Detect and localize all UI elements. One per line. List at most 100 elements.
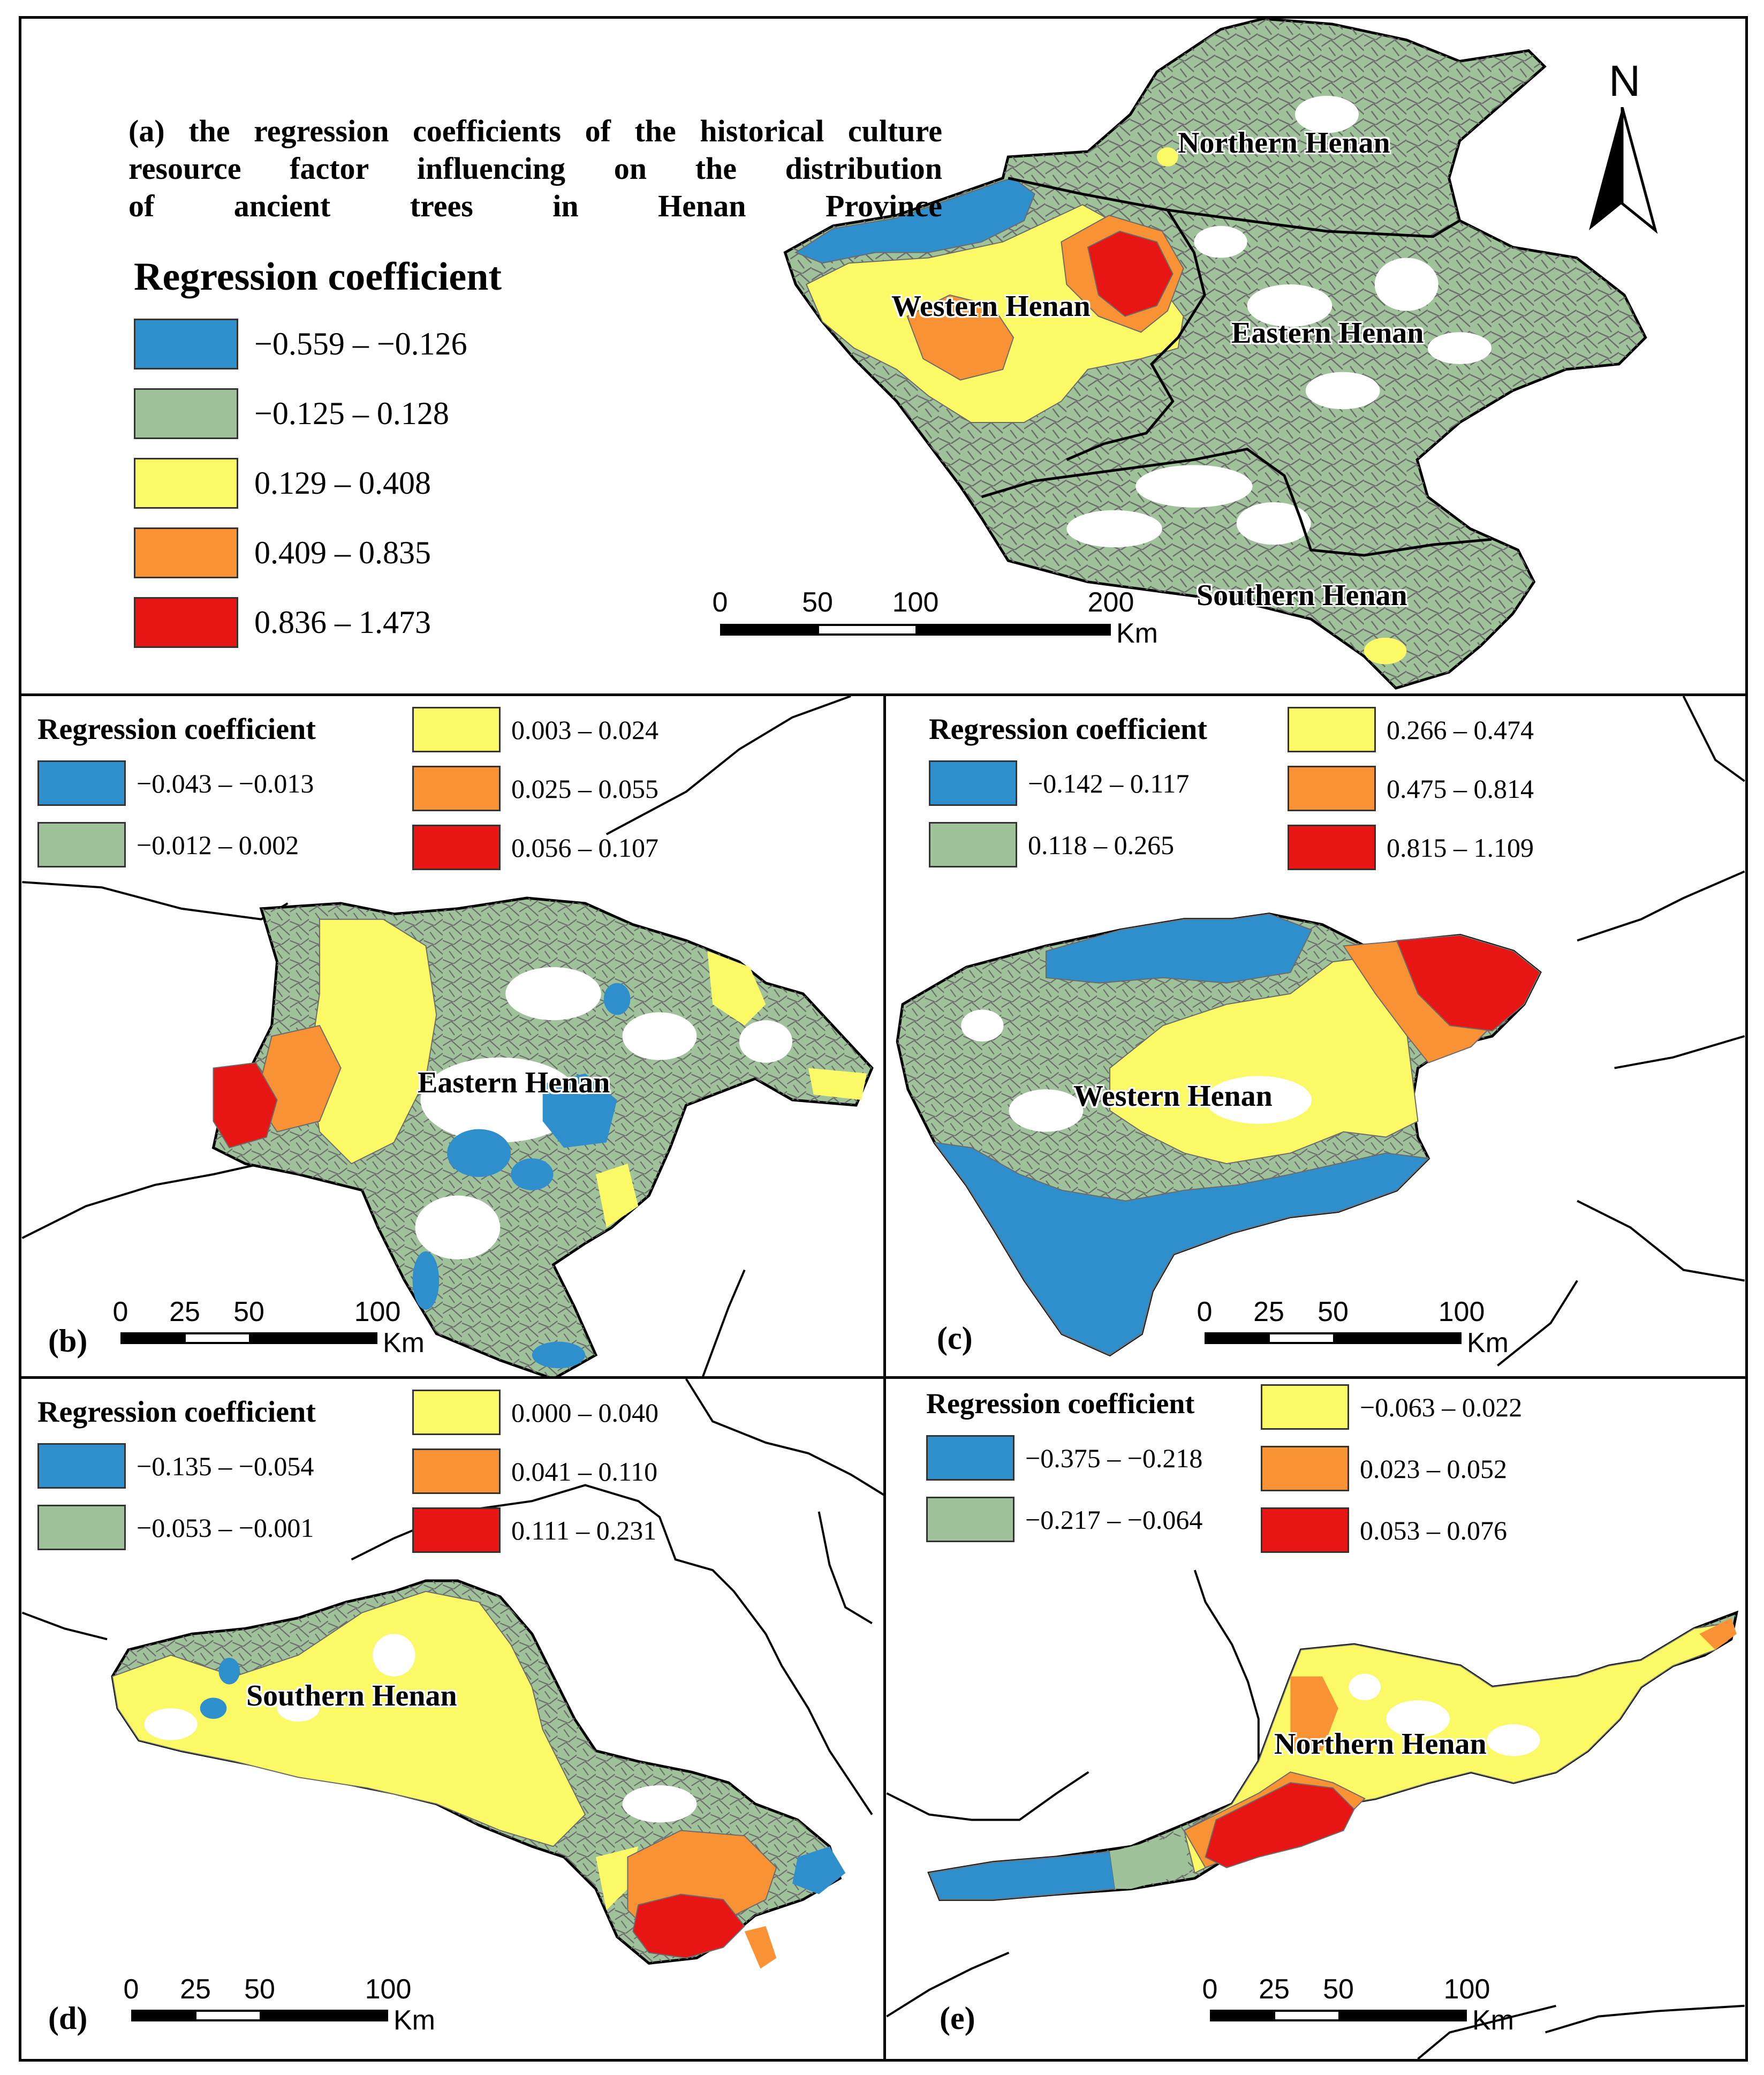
- area-red: [1205, 1782, 1355, 1868]
- area-yellow: [111, 1590, 586, 1847]
- context-boundaries: [21, 1379, 886, 1815]
- north-letter: N: [1609, 57, 1641, 105]
- region-boundaries: [981, 177, 1492, 557]
- scale-tick: 25: [180, 1974, 211, 2005]
- north-arrow: N: [1579, 56, 1665, 238]
- legend-item: 0.836 – 1.473: [134, 597, 431, 648]
- scale-unit: Km: [1116, 618, 1158, 649]
- legend-swatch-green: [37, 1505, 126, 1550]
- scale-tick: 25: [169, 1296, 200, 1327]
- scale-tick: 50: [1318, 1296, 1349, 1327]
- area-blue: [1045, 913, 1313, 984]
- panel-c-legend: Regression coefficient −0.142 – 0.117 0.…: [929, 707, 1625, 873]
- scale-unit: Km: [1472, 2005, 1514, 2036]
- legend-swatch-orange: [412, 1448, 501, 1494]
- legend-swatch-green: [926, 1497, 1015, 1542]
- legend-swatch-red: [1288, 825, 1376, 870]
- region-label-western: Western Henan: [891, 290, 1091, 323]
- legend-swatch-orange: [134, 527, 238, 578]
- scale-tick: 50: [1323, 1974, 1354, 2005]
- scale-bar-graphic: [120, 1332, 377, 1344]
- legend-item: −0.063 – 0.022: [1261, 1384, 1522, 1430]
- legend-item: 0.129 – 0.408: [134, 458, 431, 509]
- panel-b-map: [21, 696, 874, 1379]
- legend-swatch-yellow: [134, 458, 238, 509]
- panel-a-title: (a) the regression coefficients of the h…: [128, 112, 942, 225]
- legend-swatch-yellow: [1288, 707, 1376, 752]
- legend-item: 0.056 – 0.107: [412, 825, 658, 870]
- legend-swatch-red: [1261, 1507, 1349, 1553]
- legend-item: 0.409 – 0.835: [134, 527, 431, 578]
- region-label: Eastern Henan: [418, 1066, 610, 1099]
- region-label: Southern Henan: [246, 1679, 457, 1712]
- scale-bar-a: 0 50 100 200 Km: [701, 586, 1172, 667]
- legend-item: −0.043 – −0.013: [37, 760, 314, 806]
- legend-swatch-blue: [37, 1443, 126, 1489]
- panel-d-legend: Regression coefficient −0.135 – −0.054 −…: [37, 1390, 733, 1556]
- scale-tick: 100: [354, 1296, 401, 1327]
- legend-item: −0.142 – 0.117: [929, 760, 1189, 806]
- panel-letter: (d): [48, 2001, 88, 2036]
- panel-letter: (e): [940, 2001, 975, 2036]
- legend-item: −0.375 – −0.218: [926, 1435, 1202, 1481]
- scale-bar-d: 0 25 50 100 Km: [112, 1973, 476, 2054]
- panel-b: Regression coefficient −0.043 – −0.013 −…: [19, 693, 889, 1382]
- panel-d-map: [21, 1379, 886, 1969]
- legend-swatch-green: [134, 388, 238, 439]
- legend-title: Regression coefficient: [37, 713, 316, 746]
- scale-tick: 0: [123, 1974, 139, 2005]
- legend-item: 0.053 – 0.076: [1261, 1507, 1507, 1553]
- scale-tick: 0: [1202, 1974, 1218, 2005]
- legend-swatch-green: [37, 822, 126, 867]
- scale-tick: 0: [712, 587, 728, 618]
- scale-tick: 0: [1197, 1296, 1213, 1327]
- area-blue: [794, 177, 1035, 264]
- legend-swatch-blue: [134, 319, 238, 369]
- panel-a-legend: Regression coefficient −0.559 – −0.126 −…: [134, 254, 616, 672]
- scale-tick: 25: [1259, 1974, 1290, 2005]
- legend-item: 0.003 – 0.024: [412, 707, 658, 752]
- legend-swatch-orange: [1261, 1446, 1349, 1491]
- legend-item: −0.053 – −0.001: [37, 1505, 314, 1550]
- area-red: [1396, 934, 1541, 1032]
- legend-swatch-blue: [929, 760, 1017, 806]
- panel-e-map: [886, 1570, 1745, 2059]
- scale-tick: 200: [1087, 587, 1134, 618]
- legend-swatch-yellow: [412, 707, 501, 752]
- north-arrow-icon: [1589, 107, 1658, 234]
- scale-bar-graphic: [1205, 1332, 1462, 1344]
- no-data-areas: [373, 954, 793, 1259]
- legend-item: 0.815 – 1.109: [1288, 825, 1534, 870]
- panel-d: Regression coefficient −0.135 – −0.054 −…: [19, 1376, 889, 2062]
- legend-item: 0.118 – 0.265: [929, 822, 1174, 867]
- no-data-areas: [1066, 95, 1492, 548]
- scale-tick: 50: [233, 1296, 264, 1327]
- legend-item: −0.217 – −0.064: [926, 1497, 1202, 1542]
- panel-e: Regression coefficient −0.375 – −0.218 −…: [883, 1376, 1748, 2062]
- panel-c-map: [896, 696, 1745, 1367]
- legend-item: 0.475 – 0.814: [1288, 766, 1534, 811]
- scale-bar-graphic: [131, 2010, 388, 2021]
- scale-unit: Km: [1467, 1327, 1509, 1359]
- panel-a-map: [783, 19, 1647, 690]
- area-red: [632, 1893, 746, 1959]
- legend-swatch-blue: [37, 760, 126, 806]
- no-data-areas: [961, 1009, 1312, 1132]
- title-line-1: (a) the regression coefficients of the h…: [128, 114, 942, 148]
- no-data-areas: [144, 1634, 697, 1823]
- area-blue: [412, 983, 631, 1369]
- region-label-eastern: Eastern Henan: [1231, 316, 1424, 350]
- scale-tick: 50: [244, 1974, 275, 2005]
- legend-swatch-yellow: [412, 1390, 501, 1435]
- area-blue: [200, 1657, 846, 1895]
- legend-title: Regression coefficient: [929, 713, 1207, 746]
- panel-e-legend: Regression coefficient −0.375 – −0.218 −…: [926, 1384, 1622, 1558]
- legend-title: Regression coefficient: [134, 255, 502, 299]
- legend-item: 0.025 – 0.055: [412, 766, 658, 811]
- context-boundaries: [1497, 696, 1745, 1367]
- legend-swatch-red: [412, 825, 501, 870]
- legend-swatch-green: [929, 822, 1017, 867]
- scale-bar-graphic: [1210, 2010, 1467, 2021]
- scale-tick: 0: [112, 1296, 128, 1327]
